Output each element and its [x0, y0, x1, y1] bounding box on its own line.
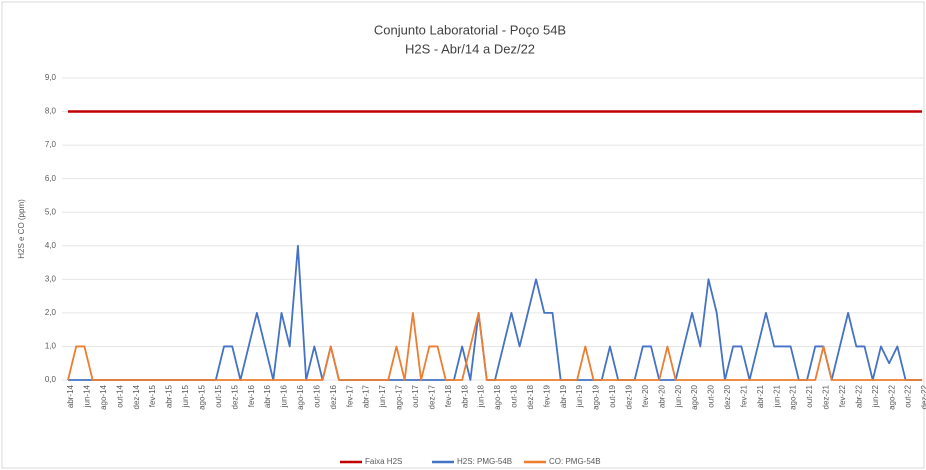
x-tick-label: out-20 [707, 384, 716, 407]
x-tick-label: ago-18 [493, 384, 502, 409]
x-tick-label: dez-19 [624, 384, 633, 409]
x-tick-label: fev-22 [838, 384, 847, 407]
chart-subtitle: H2S - Abr/14 a Dez/22 [405, 41, 535, 56]
x-tick-label: abr-14 [66, 384, 75, 408]
y-tick-label: 4,0 [45, 241, 57, 250]
x-tick-label: out-15 [214, 384, 223, 407]
x-tick-label: out-14 [115, 384, 124, 407]
x-tick-label: dez-15 [230, 384, 239, 409]
x-tick-label: jun-17 [378, 384, 387, 408]
x-tick-label: ago-16 [296, 384, 305, 409]
x-tick-label: ago-15 [197, 384, 206, 409]
x-tick-label: abr-22 [854, 384, 863, 408]
y-tick-label: 2,0 [45, 308, 57, 317]
x-tick-label: fev-19 [542, 384, 551, 407]
x-tick-label: jun-15 [181, 384, 190, 408]
x-tick-label: jun-18 [477, 384, 486, 408]
x-tick-label: fev-18 [444, 384, 453, 407]
x-tick-label: ago-21 [789, 384, 798, 409]
x-tick-label: dez-14 [132, 384, 141, 409]
y-tick-label: 0,0 [45, 375, 57, 384]
x-tick-label: out-17 [411, 384, 420, 407]
x-tick-label: abr-18 [460, 384, 469, 408]
x-tick-label: jun-14 [83, 384, 92, 408]
x-tick-label: abr-16 [263, 384, 272, 408]
x-tick-label: abr-21 [756, 384, 765, 408]
x-tick-label: ago-14 [99, 384, 108, 409]
x-tick-label: fev-17 [345, 384, 354, 407]
x-tick-label: dez-21 [822, 384, 831, 409]
chart-title: Conjunto Laboratorial - Poço 54B [374, 22, 566, 37]
x-tick-label: dez-16 [329, 384, 338, 409]
legend-label: Faixa H2S [365, 457, 402, 466]
x-tick-label: out-21 [805, 384, 814, 407]
x-tick-label: abr-20 [657, 384, 666, 408]
y-tick-label: 6,0 [45, 174, 57, 183]
x-tick-label: ago-20 [690, 384, 699, 409]
x-tick-label: out-22 [904, 384, 913, 407]
x-tick-label: out-16 [312, 384, 321, 407]
x-tick-label: out-18 [510, 384, 519, 407]
x-tick-label: out-19 [608, 384, 617, 407]
y-tick-label: 3,0 [45, 274, 57, 283]
x-tick-label: dez-18 [526, 384, 535, 409]
x-tick-label: abr-17 [362, 384, 371, 408]
x-tick-label: ago-19 [592, 384, 601, 409]
x-tick-label: fev-21 [739, 384, 748, 407]
x-tick-label: dez-20 [723, 384, 732, 409]
x-tick-label: dez-22 [920, 384, 926, 409]
x-tick-label: ago-22 [887, 384, 896, 409]
x-tick-label: fev-16 [247, 384, 256, 407]
x-tick-label: abr-15 [165, 384, 174, 408]
y-tick-label: 7,0 [45, 140, 57, 149]
x-tick-label: fev-15 [148, 384, 157, 407]
x-tick-label: fev-20 [641, 384, 650, 407]
x-tick-label: jun-21 [772, 384, 781, 408]
x-tick-label: abr-19 [559, 384, 568, 408]
legend-label: CO: PMG-54B [549, 457, 601, 466]
y-tick-label: 8,0 [45, 107, 57, 116]
y-tick-label: 5,0 [45, 207, 57, 216]
x-tick-label: jun-22 [871, 384, 880, 408]
x-tick-label: jun-20 [674, 384, 683, 408]
x-tick-label: jun-16 [280, 384, 289, 408]
x-tick-label: ago-17 [395, 384, 404, 409]
y-tick-label: 1,0 [45, 342, 57, 351]
legend-label: H2S: PMG-54B [457, 457, 512, 466]
series-line [67, 311, 922, 381]
y-axis-label: H2S e CO (ppm) [17, 199, 26, 259]
y-tick-label: 9,0 [45, 73, 57, 82]
x-tick-label: dez-17 [427, 384, 436, 409]
x-tick-label: jun-19 [575, 384, 584, 408]
